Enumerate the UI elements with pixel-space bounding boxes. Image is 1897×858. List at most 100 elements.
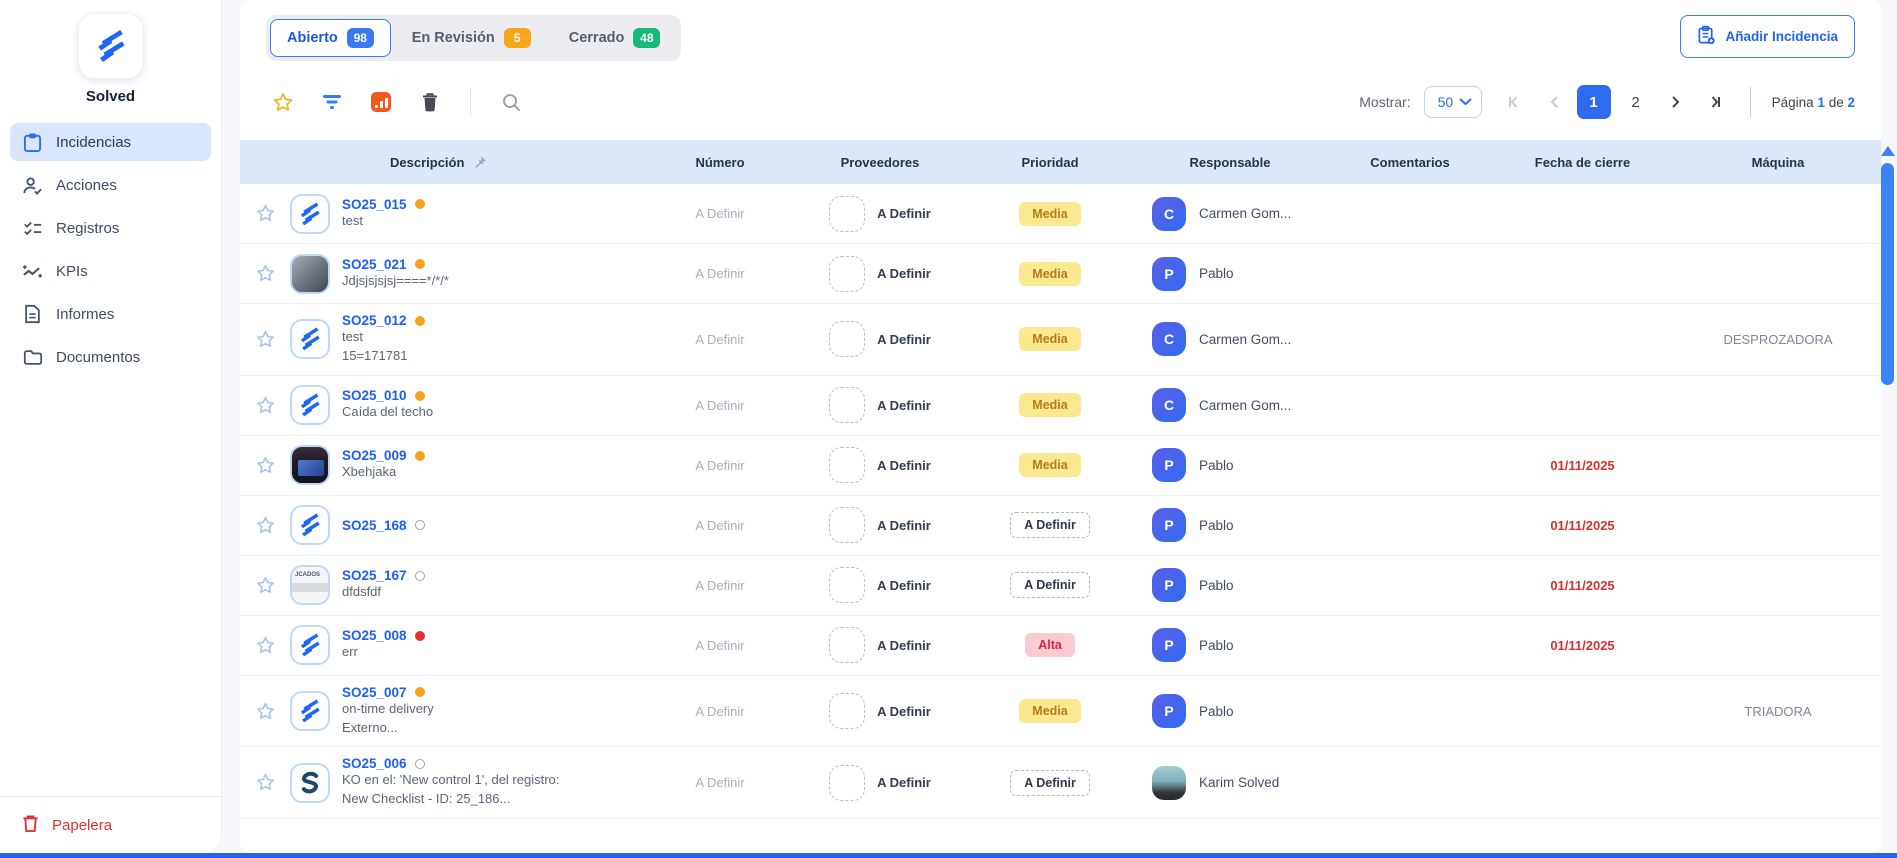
proveedores-cell[interactable]: A Definir	[790, 693, 970, 730]
favorite-cell[interactable]	[240, 515, 290, 536]
page-size-select[interactable]: 50	[1423, 86, 1482, 118]
favorite-cell[interactable]	[240, 635, 290, 656]
responsable-avatar[interactable]: C	[1152, 322, 1186, 357]
scrollbar-thumb[interactable]	[1881, 163, 1894, 385]
priority-badge[interactable]: Media	[1019, 453, 1081, 478]
pin-icon[interactable]	[472, 155, 487, 170]
responsable-cell[interactable]: C Carmen Gom...	[1130, 322, 1330, 357]
priority-badge[interactable]: A Definir	[1010, 572, 1090, 599]
delete-icon[interactable]	[419, 91, 441, 113]
page-number-2[interactable]: 2	[1631, 93, 1640, 111]
responsable-avatar[interactable]: P	[1152, 256, 1186, 291]
priority-badge[interactable]: Media	[1019, 201, 1081, 226]
tab-cerrado[interactable]: Cerrado 48	[552, 19, 678, 57]
priority-badge[interactable]: A Definir	[1010, 512, 1090, 539]
table-row[interactable]: SO25_006 KO en el: 'New control 1', del r…	[240, 747, 1881, 820]
favorite-cell[interactable]	[240, 772, 290, 793]
responsable-avatar[interactable]: C	[1152, 196, 1186, 231]
row-thumbnail[interactable]	[290, 445, 330, 486]
filter-icon[interactable]	[321, 91, 343, 113]
responsable-cell[interactable]: C Carmen Gom...	[1130, 196, 1330, 231]
column-header-m-quina[interactable]: Máquina	[1675, 155, 1881, 170]
table-row[interactable]: SO25_010 Caída del techo A Definir A Defini…	[240, 375, 1881, 436]
prioridad-cell[interactable]: A Definir	[970, 512, 1130, 539]
priority-badge[interactable]: Media	[1019, 327, 1081, 352]
table-row[interactable]: SO25_021 Jdjsjsjsjsj====*/*/* A Definir A D…	[240, 244, 1881, 304]
provider-placeholder-icon[interactable]	[829, 507, 866, 544]
sidebar-item-informes[interactable]: Informes	[10, 295, 211, 333]
row-thumbnail[interactable]	[290, 385, 330, 426]
table-row[interactable]: SO25_168 A Definir A Definir A Definir P Pabl…	[240, 495, 1881, 556]
column-header-n-mero[interactable]: Número	[650, 155, 790, 170]
sidebar-item-documentos[interactable]: Documentos	[10, 338, 211, 376]
sidebar-item-incidencias[interactable]: Incidencias	[10, 123, 211, 161]
tab-en-revision[interactable]: En Revisión 5	[395, 19, 548, 57]
responsable-cell[interactable]: Karim Solved	[1130, 765, 1330, 800]
priority-badge[interactable]: Alta	[1025, 633, 1075, 658]
prioridad-cell[interactable]: A Definir	[970, 769, 1130, 796]
provider-placeholder-icon[interactable]	[829, 255, 866, 292]
responsable-avatar[interactable]: P	[1152, 448, 1186, 483]
provider-placeholder-icon[interactable]	[829, 387, 866, 424]
provider-placeholder-icon[interactable]	[829, 567, 866, 604]
prioridad-cell[interactable]: Media	[970, 699, 1130, 724]
column-header-proveedores[interactable]: Proveedores	[790, 155, 970, 170]
responsable-cell[interactable]: C Carmen Gom...	[1130, 388, 1330, 423]
table-row[interactable]: SO25_009 Xbehjaka A Definir A Definir Media P…	[240, 435, 1881, 496]
sidebar-item-registros[interactable]: Registros	[10, 209, 211, 247]
responsable-avatar[interactable]: P	[1152, 508, 1186, 543]
favorite-cell[interactable]	[240, 203, 290, 224]
proveedores-cell[interactable]: A Definir	[790, 507, 970, 544]
favorite-star-icon[interactable]	[272, 91, 294, 113]
incident-id[interactable]: SO25_006	[342, 756, 407, 772]
prioridad-cell[interactable]: Alta	[970, 633, 1130, 658]
responsable-avatar[interactable]: P	[1152, 568, 1186, 603]
incident-id[interactable]: SO25_012	[342, 313, 407, 328]
sidebar-item-papelera[interactable]: Papelera	[0, 797, 221, 853]
priority-badge[interactable]: Media	[1019, 699, 1081, 724]
row-thumbnail[interactable]	[290, 253, 330, 294]
prioridad-cell[interactable]: A Definir	[970, 572, 1130, 599]
favorite-cell[interactable]	[240, 455, 290, 476]
favorite-cell[interactable]	[240, 575, 290, 596]
provider-placeholder-icon[interactable]	[829, 627, 866, 664]
provider-placeholder-icon[interactable]	[829, 447, 866, 484]
responsable-avatar[interactable]: P	[1152, 628, 1186, 663]
row-thumbnail[interactable]	[290, 193, 330, 234]
incident-id[interactable]: SO25_010	[342, 388, 407, 404]
column-header-prioridad[interactable]: Prioridad	[970, 155, 1130, 170]
prioridad-cell[interactable]: Media	[970, 453, 1130, 478]
tab-abierto[interactable]: Abierto 98	[270, 19, 391, 57]
row-thumbnail[interactable]	[290, 505, 330, 546]
proveedores-cell[interactable]: A Definir	[790, 627, 970, 664]
table-row[interactable]: SO25_007 on-time delivery Externo... A Defi…	[240, 675, 1881, 748]
column-header-responsable[interactable]: Responsable	[1130, 155, 1330, 170]
prioridad-cell[interactable]: Media	[970, 201, 1130, 226]
incident-id[interactable]: SO25_167	[342, 568, 407, 584]
proveedores-cell[interactable]: A Definir	[790, 321, 970, 358]
last-page-button[interactable]	[1699, 87, 1729, 117]
responsable-cell[interactable]: P Pablo	[1130, 694, 1330, 729]
scroll-up-icon[interactable]	[1880, 146, 1895, 156]
prioridad-cell[interactable]: Media	[970, 327, 1130, 352]
provider-placeholder-icon[interactable]	[829, 321, 866, 358]
search-icon[interactable]	[500, 91, 522, 113]
priority-badge[interactable]: Media	[1019, 261, 1081, 286]
prioridad-cell[interactable]: Media	[970, 261, 1130, 286]
table-row[interactable]: SO25_015 test A Definir A Definir Media C Carm…	[240, 184, 1881, 244]
responsable-cell[interactable]: P Pablo	[1130, 448, 1330, 483]
responsable-avatar[interactable]: P	[1152, 694, 1186, 729]
table-scrollbar[interactable]	[1880, 146, 1895, 786]
table-row[interactable]: SO25_012 test 15=171781 A Definir A Definir M…	[240, 304, 1881, 376]
add-incident-button[interactable]: Añadir Incidencia	[1680, 15, 1855, 58]
responsable-cell[interactable]: P Pablo	[1130, 508, 1330, 543]
table-row[interactable]: SO25_008 err A Definir A Definir Alta P Pablo 0…	[240, 615, 1881, 676]
sidebar-item-acciones[interactable]: Acciones	[10, 166, 211, 204]
provider-placeholder-icon[interactable]	[829, 693, 866, 730]
responsable-avatar[interactable]: C	[1152, 388, 1186, 423]
proveedores-cell[interactable]: A Definir	[790, 255, 970, 292]
export-chart-icon[interactable]	[370, 91, 392, 113]
row-thumbnail[interactable]	[290, 691, 330, 732]
column-header-descripci-n[interactable]: Descripción	[290, 155, 650, 170]
incident-id[interactable]: SO25_007	[342, 684, 407, 700]
